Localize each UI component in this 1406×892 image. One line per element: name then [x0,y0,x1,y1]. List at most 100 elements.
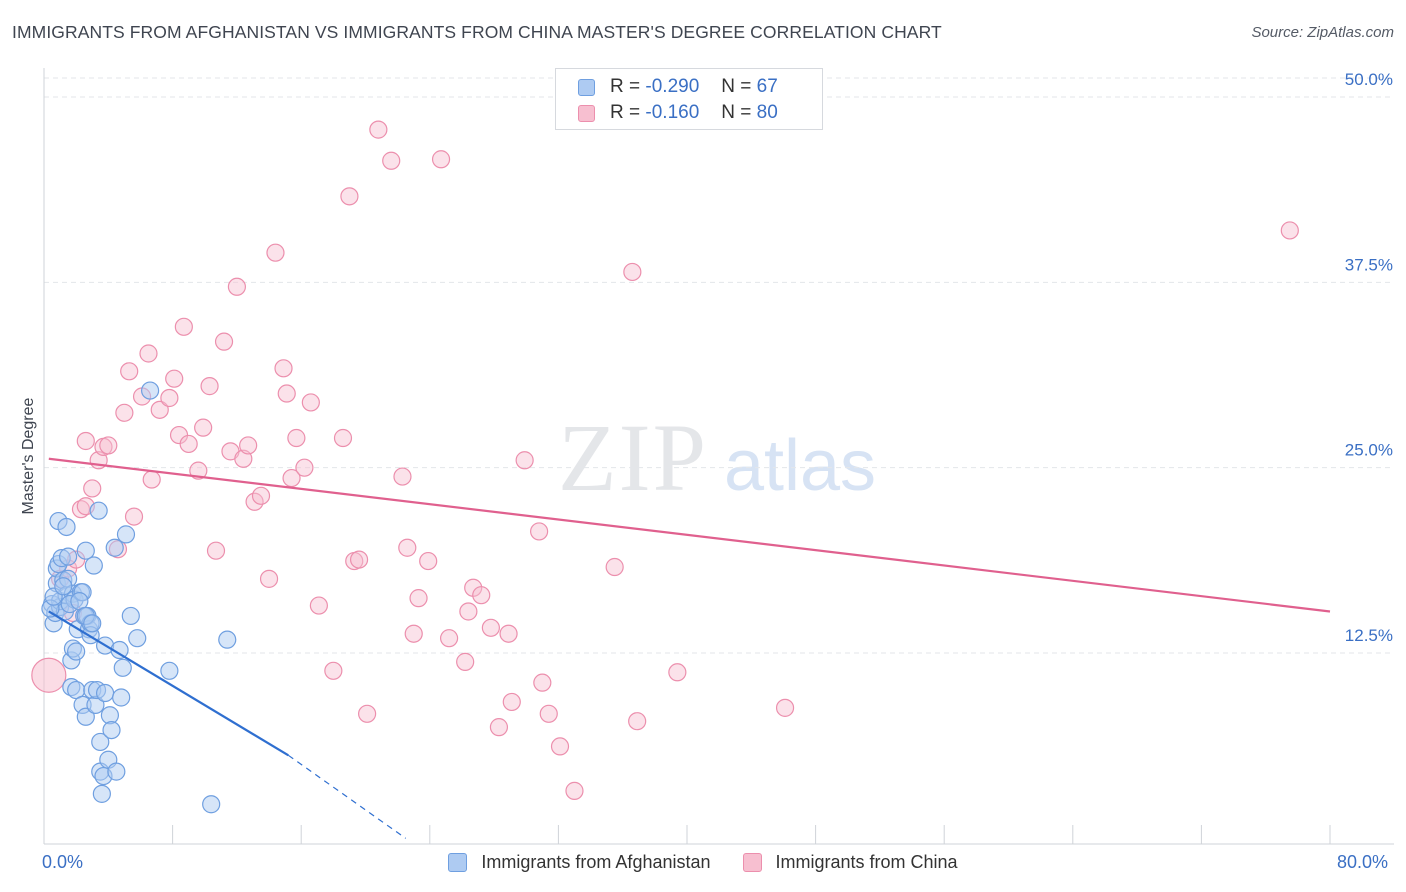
y-tick-label: 25.0% [1345,441,1393,460]
afghanistan-point [218,630,237,649]
afghanistan-point [128,629,147,648]
china-point [369,120,388,139]
watermark-zip: ZIP [558,404,708,511]
china-point [259,569,279,588]
china-point [282,468,301,488]
afghanistan-point [105,538,124,557]
afghanistan-points [41,381,237,814]
china-point [456,652,475,671]
china-point [349,550,369,569]
china-trend-line [48,457,1331,613]
trend-lines [48,457,1331,839]
series-legend: Immigrants from Afghanistan Immigrants f… [0,852,1406,873]
china-point [533,673,552,692]
china-point [515,451,534,470]
china-point [174,317,193,336]
china-r-value: -0.160 [645,102,700,123]
china-point [340,187,359,206]
legend-item-afghanistan: Immigrants from Afghanistan [448,852,711,873]
china-point [120,362,139,381]
legend-n-label: N = [721,102,752,123]
china-point [287,428,306,448]
china-point [1280,221,1299,240]
afghanistan-n-value: 67 [756,76,778,97]
china-point [274,359,293,378]
china-point [214,332,234,351]
y-tick-labels: 12.5% 25.0% 37.5% 50.0% [1345,70,1393,645]
y-tick-label: 50.0% [1345,70,1393,89]
china-point [76,431,95,451]
afghanistan-legend-label: Immigrants from Afghanistan [481,852,711,872]
legend-item-china: Immigrants from China [742,852,958,873]
zipatlas-watermark: ZIP atlas [558,404,876,511]
china-legend-label: Immigrants from China [775,852,958,872]
china-point [99,436,118,455]
china-point [266,243,285,262]
x-tick-label-max: 80.0% [1337,852,1389,872]
correlation-legend: R = -0.290 N = 67 R = -0.160 N = 80 [555,68,823,130]
china-legend-swatch [742,853,762,872]
legend-r-label: R = [610,102,641,123]
china-point [179,434,198,454]
watermark-atlas: atlas [724,426,876,506]
china-point [251,486,271,505]
china-point [239,436,258,455]
afghanistan-point [95,683,115,703]
afghanistan-legend-swatch [448,853,468,872]
afghanistan-point [202,795,221,814]
legend-n-label: N = [721,76,752,97]
afghanistan-trend-line [48,610,289,757]
china-point [71,500,91,519]
afghanistan-point [57,517,76,537]
china-point [150,400,169,419]
afghanistan-point [54,577,73,596]
gridlines [44,77,1394,654]
afghanistan-point [107,762,126,781]
china-point [83,479,102,498]
y-tick-label: 12.5% [1345,626,1393,645]
china-point [472,586,491,605]
china-point [431,150,451,169]
afghanistan-point [113,658,132,677]
legend-row-china: R = -0.160 N = 80 [578,101,778,125]
china-point [165,369,184,388]
china-point [139,344,158,363]
china-point [439,629,459,648]
afghanistan-point [83,614,102,633]
china-point [142,470,161,489]
china-point [628,712,647,731]
china-point [419,551,438,571]
afghanistan-point [59,547,78,566]
y-tick-label: 37.5% [1345,255,1393,274]
china-point [234,449,253,468]
afghanistan-point [121,606,140,626]
afghanistan-point [76,707,95,726]
china-point [295,458,314,477]
china-point [358,704,377,723]
china-point [502,692,521,712]
afghanistan-point [84,556,103,575]
china-point [409,589,428,608]
afghanistan-point [67,642,86,661]
china-point [499,624,518,643]
legend-r-label: R = [610,76,641,97]
afghanistan-point [140,381,160,400]
china-point [481,618,500,637]
china-point [309,596,328,615]
afghanistan-point [76,541,95,560]
china-point [333,428,353,448]
china-point [200,377,219,396]
china-points [31,120,1299,800]
afghanistan-point [116,525,136,544]
china-point [459,602,478,621]
china-point [775,698,795,717]
china-point [227,277,246,296]
china-point [301,393,320,412]
china-point [194,418,213,437]
china-point [324,661,343,680]
afghanistan-point [102,720,121,740]
china-point [206,541,226,560]
china-point [31,657,67,693]
china-point [530,522,549,541]
